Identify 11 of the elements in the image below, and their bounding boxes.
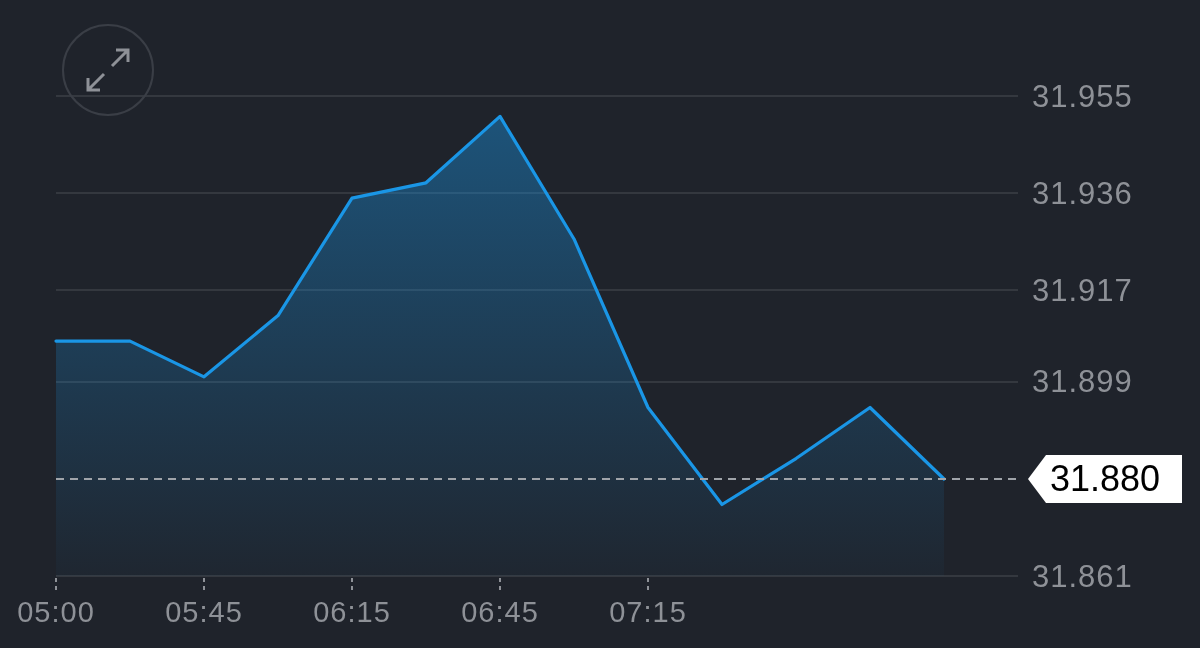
x-tick-label: 05:45 xyxy=(165,596,243,628)
y-tick-label: 31.936 xyxy=(1032,175,1133,211)
x-tick-label: 06:45 xyxy=(461,596,539,628)
y-tick-label: 31.899 xyxy=(1032,364,1133,400)
x-tick-label: 05:00 xyxy=(17,596,95,628)
y-tick-label: 31.917 xyxy=(1032,272,1133,308)
x-tick-label: 06:15 xyxy=(313,596,391,628)
ref-line-label: 31.880 xyxy=(1050,458,1161,500)
y-tick-label: 31.861 xyxy=(1032,558,1133,594)
x-tick-label: 07:15 xyxy=(609,596,687,628)
y-tick-label: 31.955 xyxy=(1032,78,1133,114)
